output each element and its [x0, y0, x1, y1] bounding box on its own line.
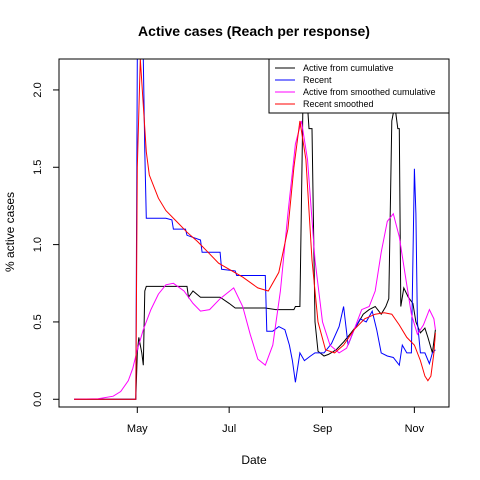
- y-tick-label: 1.0: [32, 237, 44, 252]
- y-tick-label: 0.0: [32, 392, 44, 407]
- x-tick-label: May: [127, 423, 148, 435]
- y-axis-label: % active cases: [3, 192, 17, 272]
- series-line-1: [74, 104, 436, 400]
- x-tick-label: Nov: [405, 423, 425, 435]
- x-tick-label: Jul: [222, 423, 236, 435]
- legend: Active from cumulative Recent Active from …: [268, 58, 450, 114]
- x-axis-label: Date: [241, 453, 267, 467]
- plot-frame: [58, 58, 450, 408]
- legend-box: [268, 58, 450, 114]
- x-axis: May Jul Sep Nov: [127, 407, 425, 435]
- x-tick-label: Sep: [313, 423, 333, 435]
- chart-title: Active cases (Reach per response): [138, 23, 370, 39]
- y-tick-label: 2.0: [32, 82, 44, 97]
- y-tick-label: 0.5: [32, 314, 44, 329]
- legend-entry: Recent smoothed: [303, 99, 374, 109]
- legend-entry: Active from smoothed cumulative: [303, 87, 436, 97]
- series-line-4: [74, 59, 436, 400]
- series-layer: [74, 59, 436, 400]
- y-tick-label: 1.5: [32, 160, 44, 175]
- legend-entry: Active from cumulative: [303, 63, 394, 73]
- y-axis: 0.0 0.5 1.0 1.5 2.0: [32, 82, 59, 407]
- series-line-3: [74, 120, 436, 400]
- legend-entry: Recent: [303, 75, 332, 85]
